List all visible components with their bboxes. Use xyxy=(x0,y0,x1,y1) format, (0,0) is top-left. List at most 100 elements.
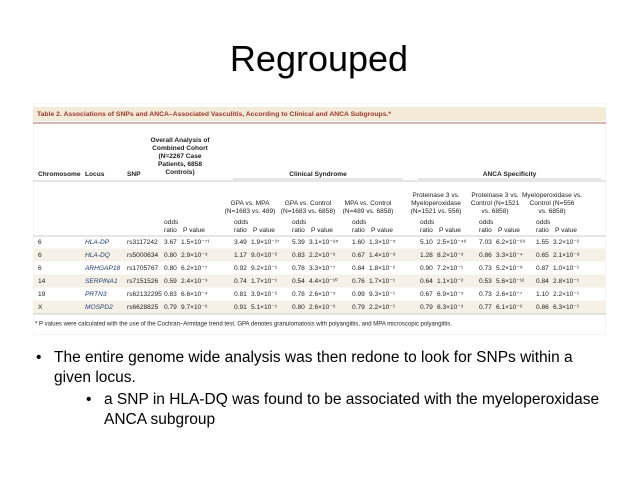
table-cell: 2.6×10⁻⁶ xyxy=(309,304,336,311)
column-header: Chromosome xyxy=(38,171,81,178)
table-cell: 6.2×10⁻⁷ xyxy=(181,265,208,272)
table-cell: 1.8×10⁻² xyxy=(369,265,396,272)
subheader: ratio xyxy=(352,227,365,234)
table-cell: 14 xyxy=(38,278,46,285)
comparison-header: (N=1683 vs. 489) xyxy=(225,208,276,215)
comparison-header: Control (N=556 xyxy=(530,200,575,207)
locus-cell: ARHGAP18 xyxy=(84,265,121,272)
table-cell: 0.92 xyxy=(234,265,247,272)
table-cell: 0.74 xyxy=(234,278,247,285)
table-cell: 3.2×10⁻² xyxy=(553,239,580,246)
table: Table 2. Associations of SNPs and ANCA–A… xyxy=(33,103,606,335)
table-cell: 3.67 xyxy=(164,239,177,246)
table-cell: 0.79 xyxy=(420,304,433,311)
subheader: ratio xyxy=(164,227,177,234)
subheader: odds xyxy=(420,219,435,226)
table-cell: 6.1×10⁻⁶ xyxy=(496,304,523,311)
table-cell: 0.54 xyxy=(292,278,305,285)
subheader: P value xyxy=(311,227,333,234)
table-cell: 5.39 xyxy=(292,239,305,246)
comparison-header: Proteinase 3 vs. xyxy=(412,192,459,199)
table-title: Table 2. Associations of SNPs and ANCA–A… xyxy=(37,111,391,118)
comparison-header: vs. 6858) xyxy=(538,208,565,215)
table-cell: 0.76 xyxy=(352,278,365,285)
table-cell: 0.79 xyxy=(164,304,177,311)
table-cell: 0.73 xyxy=(479,291,492,298)
table-cell: 1.10 xyxy=(536,291,549,298)
table-cell: rs62132295 xyxy=(127,291,162,298)
slide-title: Regrouped xyxy=(229,38,409,79)
column-header: Combined Cohort xyxy=(152,145,208,152)
table-cell: 2.6×10⁻⁵ xyxy=(309,291,336,298)
table-cell: 0.65 xyxy=(536,252,549,259)
table-cell: rs7151526 xyxy=(127,278,158,285)
table-cell: 0.83 xyxy=(164,291,177,298)
table-cell: 2.5×10⁻⁴⁶ xyxy=(437,239,467,246)
subheader: odds xyxy=(292,219,307,226)
table-cell: 0.86 xyxy=(479,252,492,259)
table-cell: 2.1×10⁻⁸ xyxy=(553,252,580,259)
subheader: P value xyxy=(253,227,275,234)
subheader: P value xyxy=(183,227,205,234)
table-cell: 0.91 xyxy=(234,304,247,311)
table-cell: 0.84 xyxy=(536,278,549,285)
table-cell: rs6628825 xyxy=(127,304,158,311)
table-cell: 6.2×10⁻⁸⁹ xyxy=(496,239,526,246)
table-cell: 9.0×10⁻² xyxy=(251,252,278,259)
table-cell: 0.78 xyxy=(292,265,305,272)
table-cell: rs3117242 xyxy=(127,239,158,246)
column-header: Locus xyxy=(85,171,105,178)
comparison-header: (N=489 vs. 6858) xyxy=(343,208,394,215)
subheader: P value xyxy=(498,227,520,234)
table-cell: 0.80 xyxy=(164,252,177,259)
table-cell: 0.86 xyxy=(536,304,549,311)
table-cell: 0.84 xyxy=(352,265,365,272)
comparison-header: Myeloperoxidase vs. xyxy=(522,192,582,199)
column-header: Overall Analysis of xyxy=(150,137,210,144)
table-cell: 3.3×10⁻⁷ xyxy=(309,265,336,272)
table-cell: 6 xyxy=(38,265,42,272)
subheader: P value xyxy=(371,227,393,234)
bullet-list: The entire genome wide analysis was then… xyxy=(36,348,606,430)
table-title-bar xyxy=(33,107,606,121)
subheader: P value xyxy=(439,227,461,234)
group-header: ANCA Specificity xyxy=(483,171,537,178)
subheader: odds xyxy=(234,219,249,226)
table-cell: 0.81 xyxy=(234,291,247,298)
comparison-header: MPA vs. Control xyxy=(345,200,392,207)
table-cell: 8.3×10⁻³ xyxy=(437,304,464,311)
column-header: Controls) xyxy=(165,169,194,176)
table-cell: 19 xyxy=(38,291,46,298)
table-cell: 0.90 xyxy=(420,265,433,272)
sub-bullet-list: a SNP in HLA-DQ was found to be associat… xyxy=(54,390,606,430)
table-cell: 1.28 xyxy=(420,252,433,259)
table-cell: 5.6×10⁻¹² xyxy=(496,278,525,285)
sub-bullet: a SNP in HLA-DQ was found to be associat… xyxy=(54,390,606,430)
table-cell: 0.87 xyxy=(536,265,549,272)
table-cell: 0.80 xyxy=(292,304,305,311)
table-cell: 6 xyxy=(38,239,42,246)
table-cell: 1.7×10⁻¹ xyxy=(369,278,396,285)
table-cell: 1.60 xyxy=(352,239,365,246)
row-shade xyxy=(33,274,606,288)
table-cell: 5.1×10⁻¹ xyxy=(251,304,278,311)
comparison-header: GPA vs. Control xyxy=(285,200,332,207)
table-cell: 2.4×10⁻⁹ xyxy=(181,278,208,285)
table-cell: 0.79 xyxy=(352,304,365,311)
table-cell: 2.2×10⁻⁶ xyxy=(309,252,336,259)
table-cell: 6 xyxy=(38,252,42,259)
table-cell: 1.3×10⁻⁵ xyxy=(369,239,396,246)
table-cell: 0.78 xyxy=(292,291,305,298)
table-cell: 1.5×10⁻⁷¹ xyxy=(181,239,210,246)
subheader: odds xyxy=(479,219,494,226)
table-cell: 4.4×10⁻¹⁰ xyxy=(309,277,338,285)
row-shade xyxy=(33,300,606,314)
comparison-header: Myeloperoxidase xyxy=(411,200,461,207)
column-header: Patients, 6858 xyxy=(158,161,202,168)
table-cell: 1.9×10⁻²⁷ xyxy=(251,239,280,246)
table-cell: 1.4×10⁻⁸ xyxy=(369,252,396,259)
table-cell: rs5000634 xyxy=(127,252,158,259)
table-cell: 1.17 xyxy=(234,252,247,259)
comparison-header: Control (N=1521 xyxy=(471,200,520,207)
table-footnote: * P values were calculated with the use … xyxy=(35,322,452,328)
